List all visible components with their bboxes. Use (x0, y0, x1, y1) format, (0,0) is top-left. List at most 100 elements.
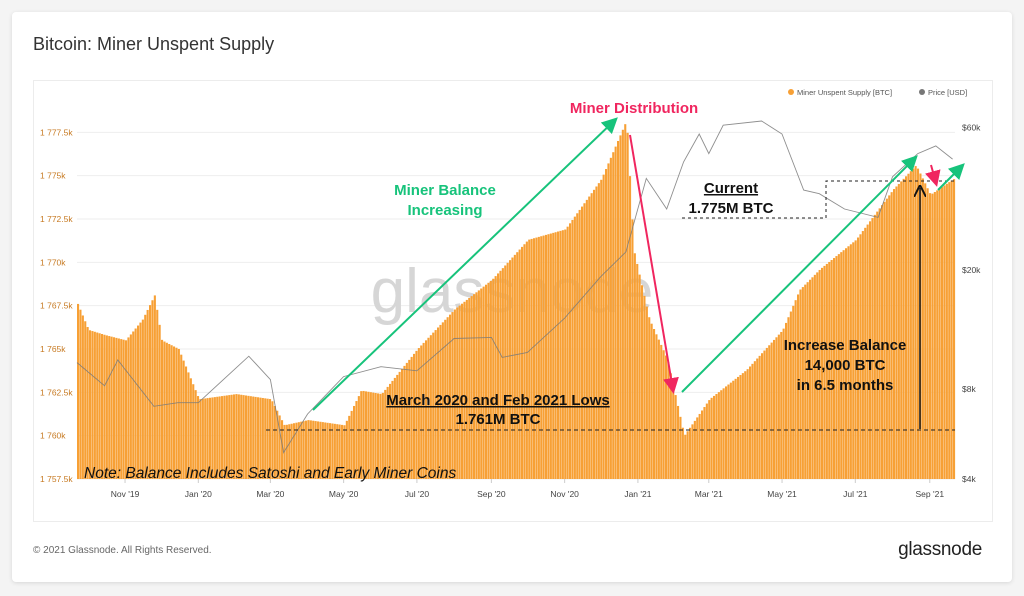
supply-bar (857, 237, 860, 479)
annotation-note: Note: Balance Includes Satoshi and Early… (84, 465, 456, 482)
supply-bar (223, 395, 226, 479)
x-axis-tick: Sep '21 (915, 489, 944, 499)
supply-bar (149, 305, 152, 479)
supply-bar (420, 345, 423, 479)
legend-price[interactable]: Price [USD] (928, 88, 967, 97)
supply-bar (809, 279, 812, 479)
supply-bar (710, 397, 713, 479)
supply-bar (525, 241, 528, 479)
supply-bar (151, 300, 154, 479)
supply-bar (254, 396, 257, 479)
left-axis-tick: 1 760k (40, 431, 66, 441)
supply-bar (261, 397, 264, 479)
supply-bar (533, 238, 536, 479)
supply-bar (655, 334, 658, 479)
left-axis-tick: 1 765k (40, 344, 66, 354)
supply-bar (369, 392, 372, 479)
supply-bar (446, 317, 449, 479)
supply-bar (477, 290, 480, 479)
supply-bar (549, 233, 552, 479)
supply-bar (936, 190, 939, 480)
supply-bar (715, 394, 718, 479)
supply-bar (732, 380, 735, 479)
supply-bar (849, 244, 852, 479)
supply-bar (439, 324, 442, 479)
supply-bar (305, 420, 308, 479)
supply-bar (333, 423, 336, 479)
supply-bar (384, 389, 387, 479)
left-axis-tick: 1 775k (40, 171, 66, 181)
supply-bar (917, 168, 920, 480)
supply-bar (653, 329, 656, 479)
supply-bar (434, 330, 437, 479)
left-axis-tick: 1 770k (40, 257, 66, 267)
supply-bar (811, 277, 814, 479)
supply-bar (672, 384, 675, 479)
supply-bar (823, 265, 826, 479)
supply-bar (775, 337, 778, 479)
supply-bar (393, 377, 396, 479)
supply-bar (648, 317, 651, 479)
supply-bar (125, 340, 128, 479)
supply-bar (787, 317, 790, 479)
x-axis-tick: Nov '19 (111, 489, 140, 499)
supply-bar (701, 410, 704, 479)
supply-bar (115, 337, 118, 479)
supply-bar (631, 219, 634, 479)
supply-bar (355, 401, 358, 479)
price-line (76, 120, 953, 454)
supply-bar (621, 129, 624, 479)
supply-bar (792, 305, 795, 479)
supply-bar (492, 278, 495, 479)
supply-bar (329, 423, 332, 479)
supply-bar (734, 378, 737, 479)
annotation-balance-2: Increasing (407, 202, 482, 219)
supply-bar (581, 206, 584, 479)
supply-bar (312, 420, 315, 479)
supply-bar (444, 319, 447, 479)
supply-bar (197, 396, 200, 479)
supply-bar (379, 393, 382, 479)
supply-bar (828, 261, 831, 479)
supply-bar (326, 422, 329, 479)
supply-bar (876, 211, 879, 479)
supply-bar (456, 307, 459, 479)
annotation-increase-3: in 6.5 months (797, 377, 894, 394)
supply-bar (458, 305, 461, 479)
supply-bar (569, 223, 572, 479)
glassnode-logo[interactable]: glassnode (898, 539, 982, 560)
current-dashed-box (682, 180, 955, 219)
supply-bar (225, 395, 228, 479)
supply-bar (883, 201, 886, 480)
supply-bar (228, 395, 231, 479)
legend-supply[interactable]: Miner Unspent Supply [BTC] (797, 88, 892, 97)
supply-bar (341, 424, 344, 479)
supply-bar (585, 199, 588, 479)
supply-bar (758, 355, 761, 479)
supply-bar (165, 342, 168, 479)
supply-bar (338, 424, 341, 479)
supply-bar (552, 232, 555, 479)
supply-bar (545, 234, 548, 479)
supply-bar (475, 292, 478, 479)
supply-bar (573, 216, 576, 479)
supply-bar (547, 234, 550, 479)
left-axis-tick: 1 757.5k (40, 474, 73, 484)
supply-bar (194, 390, 197, 479)
supply-bar (381, 392, 384, 479)
supply-bar (782, 328, 785, 479)
supply-bar (557, 231, 560, 479)
supply-bar (463, 301, 466, 479)
supply-bar (91, 331, 94, 479)
supply-bar (665, 355, 668, 479)
supply-bar (468, 298, 471, 479)
supply-bar (237, 394, 240, 479)
supply-bar (890, 192, 893, 479)
supply-bar (554, 232, 557, 479)
supply-bar (509, 260, 512, 479)
supply-bar (593, 189, 596, 480)
supply-bar (429, 335, 432, 479)
supply-bar (907, 173, 910, 480)
supply-bar (785, 322, 788, 479)
supply-bar (845, 248, 848, 479)
